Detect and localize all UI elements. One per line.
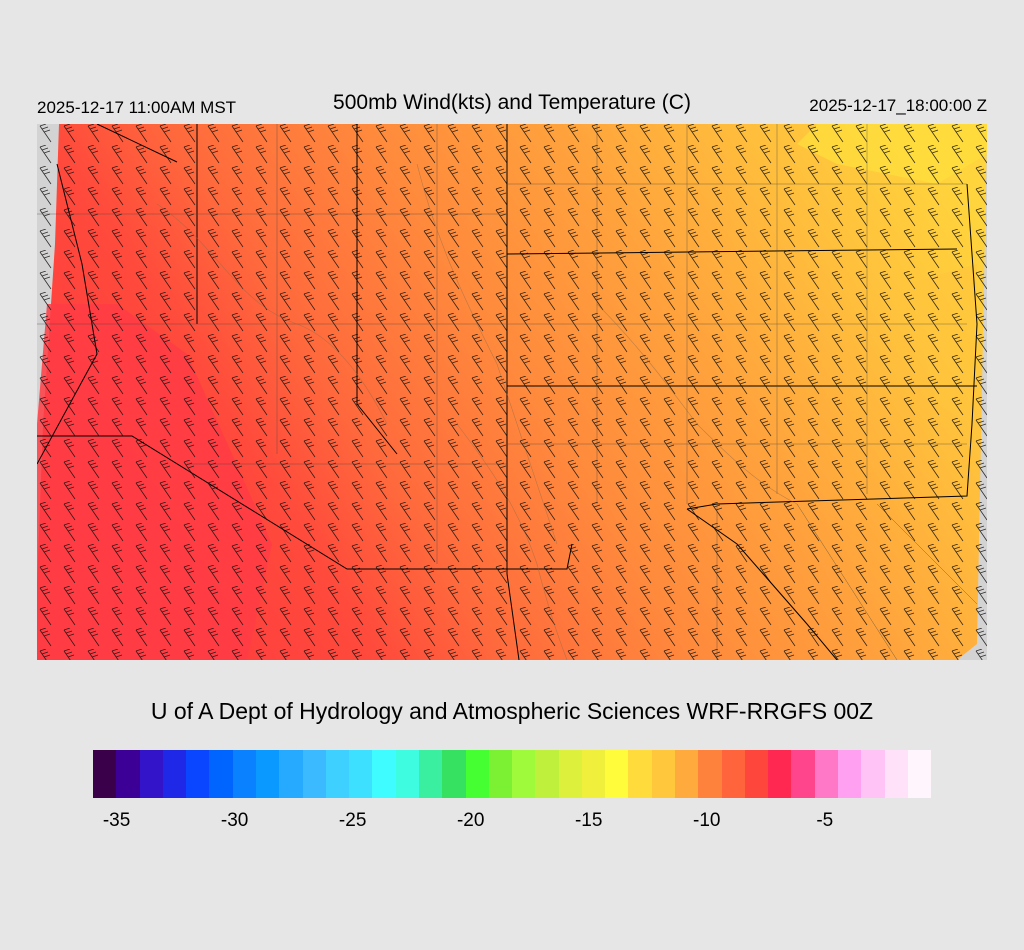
credit-line: U of A Dept of Hydrology and Atmospheric… [150, 698, 874, 724]
temperature-wind-map [37, 124, 987, 660]
terrain-contours [156, 163, 798, 660]
colorbar-swatch [628, 750, 652, 798]
colorbar-swatch [325, 750, 350, 798]
colorbar-tick-label: -25 [338, 810, 367, 831]
colorbar-swatch [558, 750, 582, 798]
colorbar-swatch [907, 750, 932, 798]
colorbar-swatch [139, 750, 163, 798]
colorbar-swatch [442, 750, 466, 798]
colorbar-swatch [465, 750, 489, 798]
colorbar-swatch [186, 750, 210, 798]
county-boundaries [37, 124, 978, 660]
map-canvas [37, 124, 987, 660]
colorbar-tick-labels: -35 -30 -25 -20 -15 -10 -5 [93, 810, 931, 836]
colorbar-swatch [838, 750, 862, 798]
colorbar-tick-label: -30 [220, 810, 249, 831]
colorbar-swatch [209, 750, 233, 798]
colorbar-tick-label: -10 [693, 810, 721, 831]
colorbar-swatch [581, 750, 606, 798]
colorbar-swatch [791, 750, 815, 798]
colorbar-swatch [651, 750, 676, 798]
colorbar-swatch [93, 750, 117, 798]
colorbar-swatch [162, 750, 187, 798]
colorbar-swatch [395, 750, 419, 798]
colorbar-swatch [116, 750, 140, 798]
colorbar-swatch [418, 750, 443, 798]
wind-barbs [37, 124, 987, 660]
colorbar-swatch [302, 750, 326, 798]
colorbar-swatch [675, 750, 699, 798]
colorbar-swatch [512, 750, 536, 798]
colorbar-swatch [535, 750, 559, 798]
colorbar-tick-label: -15 [574, 810, 603, 831]
colorbar-tick-label: -20 [456, 810, 485, 831]
colorbar-swatch [744, 750, 769, 798]
colorbar-tick-label: -5 [816, 810, 834, 831]
colorbar-swatch [721, 750, 745, 798]
colorbar-swatch [605, 750, 629, 798]
colorbar-tick-label: -35 [102, 810, 131, 831]
colorbar-swatch [884, 750, 908, 798]
colorbar-swatch [488, 750, 513, 798]
colorbar-swatch [232, 750, 256, 798]
temperature-colorbar [93, 750, 932, 798]
valid-time-utc: 2025-12-17_18:00:00 Z [809, 96, 987, 115]
colorbar-swatch [698, 750, 722, 798]
colorbar-swatch [861, 750, 885, 798]
colorbar-swatch [372, 750, 396, 798]
colorbar-swatch [814, 750, 838, 798]
colorbar-swatch [349, 750, 373, 798]
valid-time-local: 2025-12-17 11:00AM MST [37, 98, 237, 117]
page-title: 500mb Wind(kts) and Temperature (C) [333, 91, 691, 114]
state-boundaries [37, 124, 978, 660]
colorbar-swatch [768, 750, 792, 798]
colorbar-swatch [279, 750, 303, 798]
colorbar-swatch [255, 750, 280, 798]
